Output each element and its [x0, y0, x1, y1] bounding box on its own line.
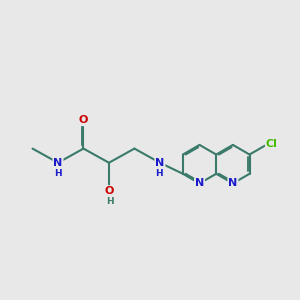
- Text: N: N: [155, 158, 164, 168]
- Text: O: O: [104, 186, 114, 196]
- Text: H: H: [106, 197, 113, 206]
- Text: H: H: [155, 169, 163, 178]
- Text: O: O: [79, 115, 88, 125]
- Text: Cl: Cl: [266, 139, 278, 149]
- Text: H: H: [54, 169, 62, 178]
- Text: N: N: [53, 158, 63, 168]
- Text: N: N: [195, 178, 204, 188]
- Text: N: N: [228, 178, 238, 188]
